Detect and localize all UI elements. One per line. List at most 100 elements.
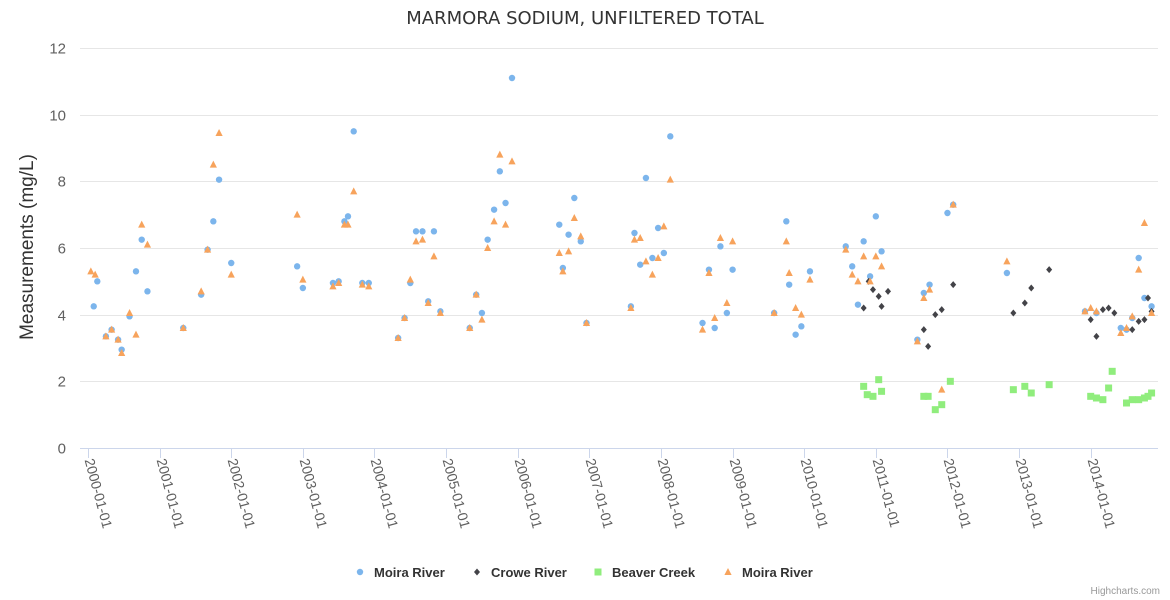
data-point[interactable] [667, 133, 674, 140]
data-point[interactable] [91, 270, 99, 278]
data-point[interactable] [90, 303, 97, 310]
data-point[interactable] [627, 304, 635, 311]
data-point[interactable] [637, 261, 644, 268]
data-point[interactable] [344, 220, 352, 228]
data-point[interactable] [1087, 304, 1095, 311]
data-point[interactable] [666, 175, 674, 183]
data-point[interactable] [946, 377, 954, 385]
data-point[interactable] [430, 228, 438, 235]
data-point[interactable] [335, 279, 343, 286]
data-point[interactable] [412, 228, 420, 235]
legend-item[interactable]: Moira River [356, 565, 445, 580]
data-point[interactable] [660, 222, 668, 230]
data-point[interactable] [1046, 266, 1053, 274]
data-point[interactable] [1027, 389, 1035, 397]
data-point[interactable] [559, 267, 567, 275]
data-point[interactable] [1145, 294, 1151, 302]
legend-symbol[interactable] [356, 568, 364, 576]
data-point[interactable] [792, 331, 799, 338]
data-point[interactable] [642, 174, 650, 182]
data-point[interactable] [114, 335, 122, 343]
data-point[interactable] [723, 299, 731, 306]
data-point[interactable] [299, 284, 307, 292]
data-point[interactable] [400, 314, 409, 321]
data-point[interactable] [806, 268, 814, 275]
data-point[interactable] [869, 392, 877, 400]
data-point[interactable] [848, 270, 856, 278]
data-point[interactable] [358, 280, 366, 288]
data-point[interactable] [797, 310, 805, 318]
data-point[interactable] [508, 157, 516, 165]
data-point[interactable] [1105, 384, 1113, 392]
legend-symbol[interactable] [724, 568, 732, 575]
data-point[interactable] [564, 247, 573, 255]
data-point[interactable] [854, 301, 862, 308]
data-point[interactable] [1045, 381, 1053, 389]
data-point[interactable] [501, 220, 510, 228]
data-point[interactable] [108, 325, 116, 333]
data-point[interactable] [785, 281, 793, 288]
data-point[interactable] [849, 263, 856, 270]
data-point[interactable] [660, 249, 668, 257]
data-point[interactable] [872, 252, 880, 260]
data-point[interactable] [1099, 396, 1107, 404]
data-point[interactable] [1144, 392, 1152, 400]
data-point[interactable] [293, 210, 301, 218]
data-point[interactable] [938, 306, 945, 314]
data-point[interactable] [783, 218, 790, 225]
data-point[interactable] [1028, 284, 1035, 292]
data-point[interactable] [132, 330, 140, 338]
data-point[interactable] [472, 290, 480, 298]
data-point[interactable] [705, 269, 713, 276]
data-point[interactable] [228, 259, 235, 267]
data-point[interactable] [94, 278, 101, 285]
data-point[interactable] [436, 309, 444, 316]
data-point[interactable] [782, 237, 790, 245]
data-point[interactable] [1135, 396, 1143, 404]
data-point[interactable] [649, 254, 656, 262]
data-point[interactable] [577, 232, 585, 240]
data-point[interactable] [648, 270, 656, 278]
data-point[interactable] [875, 376, 883, 384]
data-point[interactable] [938, 401, 946, 409]
data-point[interactable] [556, 221, 563, 228]
data-point[interactable] [1140, 219, 1149, 226]
data-point[interactable] [1147, 309, 1156, 316]
data-point[interactable] [885, 287, 892, 295]
data-point[interactable] [227, 270, 235, 278]
data-point[interactable] [87, 267, 95, 275]
data-point[interactable] [293, 263, 301, 270]
data-point[interactable] [419, 228, 426, 235]
data-point[interactable] [215, 129, 223, 136]
data-point[interactable] [860, 382, 868, 390]
data-point[interactable] [878, 302, 885, 310]
data-point[interactable] [1003, 257, 1011, 265]
data-point[interactable] [1128, 396, 1136, 404]
data-point[interactable] [1092, 394, 1100, 402]
data-point[interactable] [717, 243, 724, 250]
data-point[interactable] [1128, 312, 1136, 320]
data-point[interactable] [490, 217, 498, 225]
data-point[interactable] [878, 387, 886, 395]
data-point[interactable] [102, 332, 110, 340]
data-point[interactable] [920, 392, 928, 400]
data-point[interactable] [698, 325, 707, 333]
data-point[interactable] [565, 231, 572, 238]
data-point[interactable] [716, 234, 725, 241]
data-point[interactable] [1123, 399, 1131, 407]
data-point[interactable] [1117, 329, 1125, 336]
data-point[interactable] [1141, 316, 1148, 324]
credits-link[interactable]: Highcharts.com [1091, 586, 1160, 597]
data-point[interactable] [484, 244, 492, 251]
data-point[interactable] [785, 269, 793, 276]
data-point[interactable] [854, 277, 862, 285]
data-point[interactable] [642, 257, 650, 265]
data-point[interactable] [711, 314, 719, 321]
data-point[interactable] [913, 337, 921, 345]
data-point[interactable] [654, 224, 662, 232]
data-point[interactable] [860, 304, 867, 312]
data-point[interactable] [875, 292, 882, 300]
data-point[interactable] [842, 245, 850, 253]
data-point[interactable] [1081, 307, 1089, 315]
data-point[interactable] [1087, 316, 1094, 324]
